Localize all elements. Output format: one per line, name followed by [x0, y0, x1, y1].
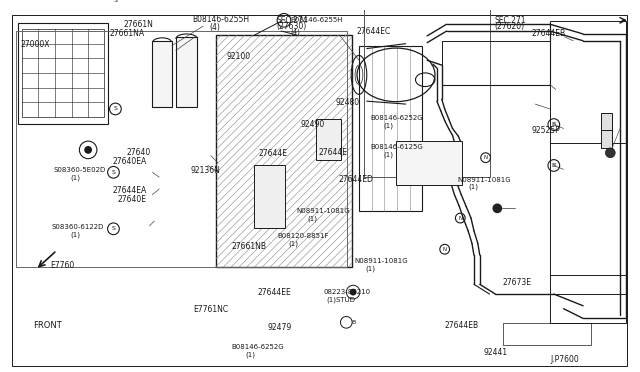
Text: 92479: 92479 — [267, 323, 291, 332]
Text: N08911-1081G: N08911-1081G — [296, 208, 350, 214]
Bar — [176, 37, 197, 107]
Text: S: S — [113, 0, 117, 3]
Text: (4): (4) — [291, 29, 301, 35]
Text: 92525P: 92525P — [532, 126, 561, 135]
Text: (1): (1) — [308, 215, 317, 222]
Text: (1)STUD: (1)STUD — [326, 296, 355, 303]
Text: B08120-8851F: B08120-8851F — [278, 233, 329, 239]
Bar — [152, 41, 172, 107]
Bar — [16, 31, 348, 267]
Text: (1): (1) — [383, 151, 394, 158]
Text: E7760: E7760 — [51, 261, 75, 270]
Text: (1): (1) — [70, 174, 81, 181]
Text: S08360-5E02D: S08360-5E02D — [53, 167, 106, 173]
Text: 92441: 92441 — [483, 348, 508, 357]
Text: S: S — [113, 106, 117, 112]
Text: B: B — [351, 320, 355, 325]
Bar — [359, 46, 422, 211]
Text: 27644EE: 27644EE — [258, 289, 291, 298]
Text: 92480: 92480 — [335, 97, 360, 106]
Text: (1): (1) — [365, 266, 376, 272]
Text: B08146-6125G: B08146-6125G — [370, 144, 422, 150]
Text: (1): (1) — [245, 352, 255, 358]
Text: N08911-1081G: N08911-1081G — [355, 259, 408, 264]
Bar — [503, 323, 591, 345]
Text: B: B — [552, 163, 556, 168]
Bar — [216, 35, 352, 267]
Text: B08146-6252G: B08146-6252G — [370, 115, 422, 121]
Text: B08146-6255H: B08146-6255H — [291, 17, 343, 23]
Text: 27644EC: 27644EC — [356, 27, 390, 36]
Text: (4): (4) — [210, 23, 221, 32]
Text: (1): (1) — [70, 232, 81, 238]
Text: SEC.274: SEC.274 — [276, 16, 308, 25]
Text: N: N — [443, 247, 447, 252]
Circle shape — [492, 203, 502, 213]
Text: 27673E: 27673E — [502, 278, 531, 286]
Text: (1): (1) — [383, 122, 394, 129]
Text: B08146-6252G: B08146-6252G — [232, 344, 284, 350]
Text: S: S — [111, 226, 115, 231]
Bar — [600, 131, 612, 148]
Bar — [396, 141, 462, 185]
Text: B: B — [552, 122, 556, 127]
Text: 27640: 27640 — [127, 148, 151, 157]
Text: J.P7600: J.P7600 — [550, 355, 579, 364]
Bar — [22, 29, 104, 117]
Text: (27630): (27630) — [276, 22, 307, 32]
Text: 92100: 92100 — [227, 52, 251, 61]
Text: 27661NB: 27661NB — [232, 243, 266, 251]
Text: 27644EA: 27644EA — [113, 186, 147, 195]
Text: E7761NC: E7761NC — [193, 305, 228, 314]
Text: 27640E: 27640E — [117, 195, 147, 204]
Text: 27644E: 27644E — [259, 148, 288, 158]
Text: S: S — [111, 170, 115, 175]
Text: S08360-6122D: S08360-6122D — [52, 224, 104, 230]
Bar — [253, 166, 285, 228]
Text: 08223-80210: 08223-80210 — [323, 289, 371, 295]
Text: 92490: 92490 — [300, 120, 324, 129]
Circle shape — [84, 146, 92, 154]
Text: B08146-6255H: B08146-6255H — [192, 15, 250, 24]
Text: 92136N: 92136N — [190, 166, 220, 175]
Circle shape — [605, 148, 615, 158]
Bar — [550, 21, 626, 323]
Text: N08911-1081G: N08911-1081G — [457, 177, 511, 183]
Bar — [600, 113, 612, 131]
Text: 27661N: 27661N — [124, 20, 154, 29]
Circle shape — [349, 289, 356, 295]
Text: 27644E: 27644E — [319, 148, 348, 157]
Text: 27640EA: 27640EA — [113, 157, 147, 166]
Text: (1): (1) — [289, 240, 299, 247]
Text: 27661NA: 27661NA — [109, 29, 145, 38]
Text: (1): (1) — [468, 184, 478, 190]
Text: FRONT: FRONT — [33, 321, 62, 330]
Text: 27000X: 27000X — [20, 39, 50, 48]
Text: N: N — [484, 155, 488, 160]
Text: SEC.271: SEC.271 — [495, 16, 526, 25]
Text: N: N — [458, 215, 462, 221]
Text: 27644EB: 27644EB — [445, 321, 479, 330]
Bar — [18, 23, 108, 124]
Text: 27644ED: 27644ED — [339, 176, 374, 185]
Bar — [364, 0, 490, 177]
Text: 27644EB: 27644EB — [532, 29, 566, 38]
Bar — [316, 119, 341, 160]
Text: (27620): (27620) — [495, 22, 525, 32]
